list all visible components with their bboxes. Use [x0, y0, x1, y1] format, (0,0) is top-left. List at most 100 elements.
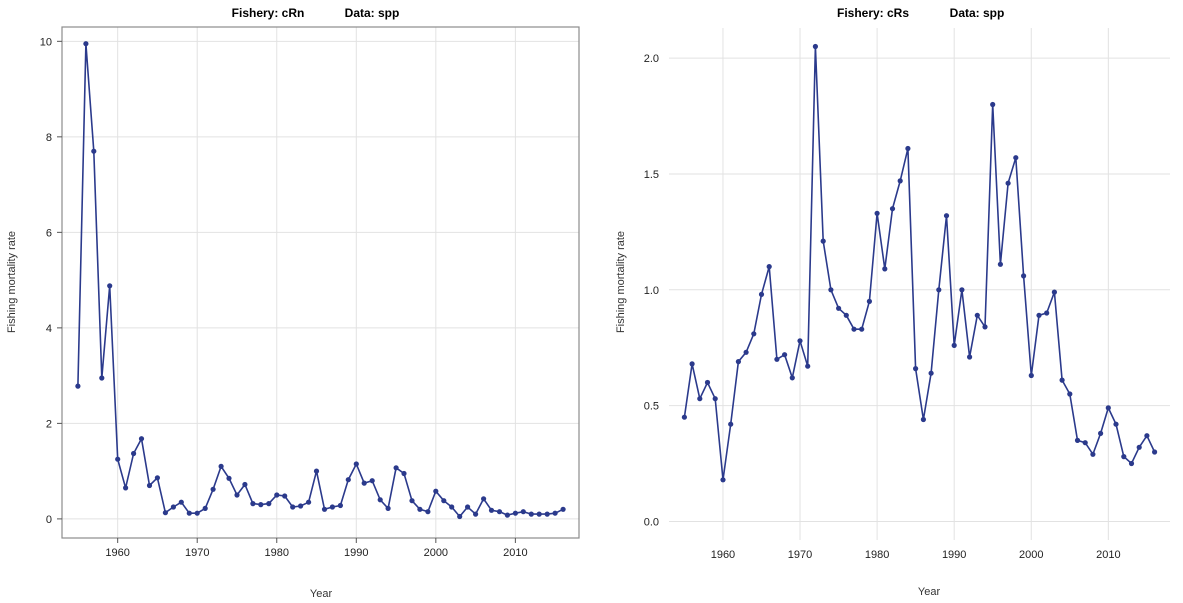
data-point	[843, 312, 849, 318]
y-tick-label: 10	[40, 36, 52, 48]
axis-ticks: 1960 1970 1980 1990 2000 2010 0 2 4 6 8 10	[40, 36, 528, 559]
data-point	[990, 101, 996, 108]
data-point	[210, 486, 216, 492]
data-point	[409, 498, 415, 504]
data-point	[170, 504, 176, 510]
chart-title-fishery: Fishery: cRn	[232, 6, 305, 20]
chart-cRs: 1960 1970 1980 1990 2000 20100.00.51.01.52.0 …	[615, 6, 1170, 598]
y-tick-label: 0.0	[644, 516, 659, 528]
data-point	[866, 298, 873, 304]
data-point	[1098, 430, 1104, 436]
data-point	[1113, 421, 1119, 427]
data-point	[234, 492, 240, 498]
data-point	[369, 478, 375, 484]
x-tick-label: 2000	[1019, 549, 1043, 561]
data-point	[1005, 180, 1011, 186]
data-point	[1074, 437, 1081, 443]
data-point	[306, 499, 312, 505]
data-point	[820, 238, 826, 244]
data-point	[560, 506, 566, 512]
data-point	[836, 305, 842, 311]
data-point	[828, 287, 834, 293]
data-point	[353, 461, 359, 467]
data-point	[681, 414, 688, 420]
data-point	[520, 509, 526, 515]
data-point	[751, 331, 757, 337]
data-point	[131, 450, 137, 457]
data-point	[851, 326, 857, 332]
data-point	[218, 463, 224, 469]
y-tick-label: 1.5	[644, 169, 659, 181]
data-point	[1121, 454, 1127, 460]
data-point	[913, 366, 919, 372]
data-point	[345, 477, 351, 483]
grid	[62, 27, 579, 538]
data-point	[1028, 372, 1034, 379]
data-point	[488, 507, 495, 513]
axis-ticks: 1960 1970 1980 1990 2000 2010 0.0 0.5 1.0 1.5 2.0	[644, 53, 1121, 561]
data-point	[473, 511, 479, 517]
data-point	[1082, 440, 1088, 446]
data-point	[974, 312, 980, 318]
data-point	[282, 493, 288, 499]
data-point	[425, 509, 431, 515]
x-tick-label: 2010	[503, 547, 527, 559]
chart-title-data: Data: spp	[950, 6, 1005, 20]
y-axis-label: Fishing mortality rate	[6, 231, 18, 333]
data-point	[552, 510, 558, 516]
data-point	[697, 396, 703, 402]
data-point	[202, 505, 208, 511]
data-point	[1136, 444, 1142, 450]
data-point	[997, 261, 1004, 267]
data-point	[496, 509, 503, 515]
data-point	[377, 497, 383, 503]
data-point	[805, 363, 811, 369]
data-point	[226, 475, 232, 481]
data-point	[897, 178, 903, 184]
data-point	[889, 206, 896, 212]
chart-cRn: 1960 1970 1980 1990 2000 2010 0 2 4 6 8 10 Fishery:…	[6, 6, 580, 600]
data-point	[91, 148, 97, 154]
data-point	[385, 505, 391, 511]
y-tick-label: 2.0	[644, 53, 659, 65]
data-point	[290, 504, 296, 510]
data-point	[441, 498, 447, 504]
data-point	[789, 375, 795, 381]
data-point	[874, 210, 880, 216]
data-point	[449, 504, 455, 510]
data-point	[689, 361, 695, 367]
chart-title-data: Data: spp	[345, 6, 400, 20]
data-point	[154, 475, 160, 481]
chart-title-fishery: Fishery: cRs	[837, 6, 909, 20]
x-tick-label: 2010	[1096, 549, 1120, 561]
data-point	[123, 485, 129, 491]
data-point	[536, 511, 542, 517]
data-point	[393, 465, 399, 471]
x-tick-label: 2000	[424, 547, 448, 559]
x-tick-label: 1970	[185, 547, 209, 559]
data-point	[882, 266, 888, 272]
data-point	[258, 502, 264, 508]
data-point	[329, 504, 335, 510]
data-point	[782, 352, 788, 358]
data-point	[720, 477, 726, 483]
data-point	[186, 510, 192, 516]
data-point	[758, 291, 765, 297]
data-point	[361, 480, 367, 486]
y-tick-label: 4	[46, 323, 52, 335]
x-tick-label: 1980	[265, 547, 289, 559]
data-point	[75, 383, 81, 389]
data-point	[905, 145, 911, 152]
x-tick-label: 1970	[788, 549, 812, 561]
data-point	[162, 510, 168, 516]
plot-background	[669, 28, 1170, 540]
data-point	[735, 359, 742, 365]
data-point	[1044, 310, 1050, 316]
data-point	[457, 513, 463, 520]
data-point	[298, 503, 304, 509]
data-point	[728, 421, 734, 427]
data-point	[99, 375, 105, 381]
data-point	[743, 349, 749, 355]
data-point	[1021, 273, 1027, 279]
data-point	[1152, 449, 1158, 455]
